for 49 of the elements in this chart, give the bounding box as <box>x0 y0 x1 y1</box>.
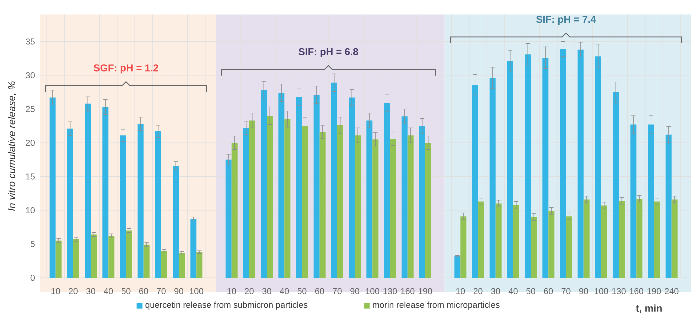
annotation: SIF: pH = 7.4 <box>536 16 596 26</box>
y-tick-label: 10 <box>26 207 35 214</box>
y-tick-label: 30 <box>26 72 35 79</box>
y-tick-label: 20 <box>26 140 35 146</box>
x-tick-label: 20 <box>69 288 78 294</box>
y-tick-label: 25 <box>26 106 35 112</box>
x-tick-label: 30 <box>262 288 272 294</box>
x-tick-label: 240 <box>665 288 679 294</box>
x-tick-label: 50 <box>526 288 536 294</box>
x-tick-label: 70 <box>157 288 166 294</box>
y-tick-label: 15 <box>26 174 35 180</box>
x-tick-label: 30 <box>491 288 500 294</box>
x-tick-label: 100 <box>366 288 380 294</box>
x-tick-label: 90 <box>174 288 184 294</box>
x-tick-label: 190 <box>648 288 662 294</box>
y-tick-label: 0 <box>30 274 35 282</box>
y-tick-label: 5 <box>30 241 35 248</box>
x-tick-label: 70 <box>333 288 342 294</box>
legend-label: morin release from microparticles <box>373 302 500 310</box>
x-tick-label: 160 <box>401 288 415 294</box>
x-tick-label: 40 <box>508 288 518 294</box>
x-tick-label: 30 <box>86 288 96 294</box>
x-tick-label: 20 <box>474 288 483 294</box>
x-tick-label: 50 <box>122 288 131 294</box>
x-tick-label: 190 <box>418 288 432 294</box>
x-tick-label: 60 <box>139 288 148 294</box>
x-tick-label: 90 <box>579 288 588 294</box>
legend-label: quercetin release from submicron particles <box>146 302 308 310</box>
y-axis-title: In vitro cumulative release, % <box>8 82 17 212</box>
x-tick-label: 40 <box>104 288 114 294</box>
annotation: SIF: pH = 6.8 <box>298 48 358 58</box>
y-tick-label: 35 <box>26 38 35 45</box>
x-tick-label: 90 <box>350 288 360 294</box>
annotation: SGF: pH = 1.2 <box>94 64 158 74</box>
x-tick-label: 50 <box>298 288 307 294</box>
x-tick-label: 20 <box>245 288 254 294</box>
x-tick-label: 60 <box>544 288 554 294</box>
x-tick-label: 40 <box>280 288 290 294</box>
x-tick-label: 10 <box>228 288 236 294</box>
x-tick-label: 70 <box>562 288 571 294</box>
x-tick-label: 130 <box>384 288 398 294</box>
x-tick-label: 130 <box>612 288 626 294</box>
x-axis-title: t, min <box>636 304 662 314</box>
x-tick-label: 60 <box>315 288 324 294</box>
x-tick-label: 10 <box>456 288 466 294</box>
x-tick-label: 160 <box>630 288 644 294</box>
x-tick-label: 10 <box>52 288 60 294</box>
x-tick-label: 100 <box>594 288 608 294</box>
x-tick-label: 100 <box>190 288 204 294</box>
